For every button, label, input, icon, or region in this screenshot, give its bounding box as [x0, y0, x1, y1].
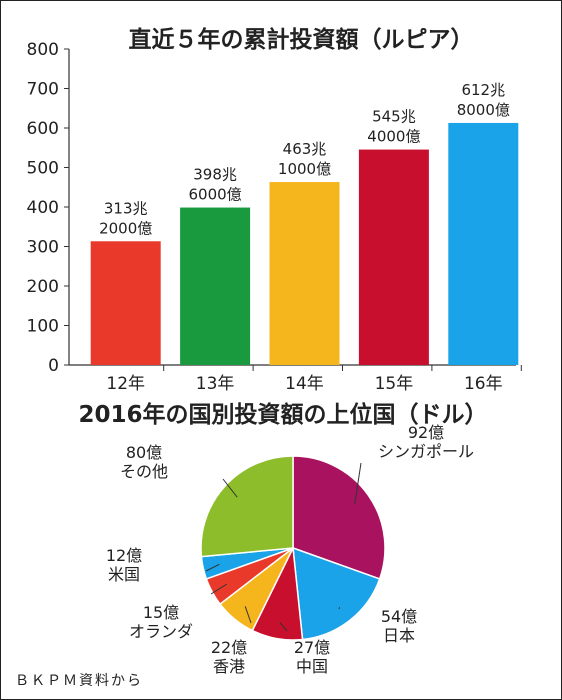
pie-category-label: 米国 — [108, 565, 140, 584]
pie-value-label: 92億 — [408, 423, 444, 442]
pie-leader-line — [210, 583, 228, 595]
bar — [90, 241, 161, 365]
bar-value-label: 8000億 — [457, 101, 510, 119]
bar-chart-title: 直近５年の累計投資額（ルピア） — [129, 26, 474, 53]
pie-slice — [200, 455, 294, 558]
source-note: ＢＫＰＭ資料から — [15, 673, 143, 689]
pie-category-label: 香港 — [213, 657, 245, 676]
y-tick-label: 300 — [27, 238, 59, 258]
bar-value-label: 2000億 — [99, 219, 152, 237]
pie-leader-line — [222, 478, 238, 498]
pie-value-label: 22億 — [211, 638, 247, 657]
x-tick-label: 14年 — [285, 374, 324, 394]
bar-value-label: 4000億 — [367, 128, 420, 146]
bar — [448, 122, 519, 365]
pie-leader-line — [338, 607, 341, 610]
pie-category-label: オランダ — [129, 622, 193, 641]
bar-value-label: 398兆 — [193, 166, 237, 184]
y-tick-label: 0 — [48, 356, 59, 376]
bar-chart: 直近５年の累計投資額（ルピア） 0 100 200 300 400 500 600 700 80… — [27, 26, 522, 394]
pie-slice — [292, 546, 381, 641]
pie-leader-line — [244, 606, 252, 624]
bar — [269, 182, 340, 365]
x-tick-label: 15年 — [375, 374, 414, 394]
y-tick-label: 100 — [27, 317, 59, 337]
pie-slice — [292, 455, 386, 580]
pie-value-label: 80億 — [126, 443, 162, 462]
bar-value-label: 612兆 — [461, 81, 505, 99]
bar-value-label: 313兆 — [104, 199, 148, 217]
pie-value-label: 12億 — [106, 546, 142, 565]
pie-category-label: 日本 — [383, 626, 415, 645]
pie-leader-line — [205, 563, 220, 572]
bar-value-label: 463兆 — [283, 140, 327, 158]
x-tick-label: 16年 — [464, 374, 503, 394]
pie-category-label: その他 — [120, 462, 168, 481]
pie-leader-line — [354, 462, 362, 505]
bar — [358, 149, 429, 365]
pie-leader-line — [279, 621, 288, 632]
bar-value-label: 6000億 — [189, 186, 242, 204]
y-tick-label: 800 — [27, 40, 59, 60]
y-tick-label: 500 — [27, 159, 59, 179]
pie-value-label: 15億 — [143, 603, 179, 622]
y-tick-label: 600 — [27, 119, 59, 139]
y-tick-label: 700 — [27, 80, 59, 100]
pie-category-label: 中国 — [296, 657, 328, 676]
y-tick-label: 200 — [27, 277, 59, 297]
bar-value-label: 1000億 — [278, 160, 331, 178]
pie-value-label: 27億 — [294, 638, 330, 657]
pie-category-label: シンガポール — [378, 442, 474, 461]
x-tick-label: 13年 — [196, 374, 235, 394]
x-tick-label: 12年 — [106, 374, 145, 394]
pie-chart-title: 2016年の国別投資額の上位国（ドル） — [78, 401, 487, 428]
y-tick-label: 400 — [27, 198, 59, 218]
bar — [180, 207, 251, 365]
bar-value-label: 545兆 — [372, 108, 416, 126]
pie-value-label: 54億 — [381, 607, 417, 626]
